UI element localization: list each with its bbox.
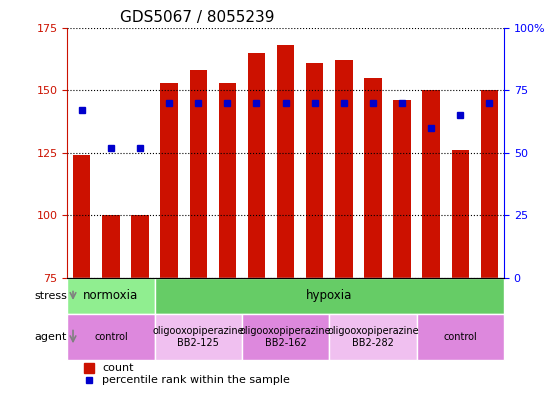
Bar (393, 100, 411, 278)
Text: oligooxopiperazine
BB2-125: oligooxopiperazine BB2-125 (152, 326, 244, 348)
Text: control: control (94, 332, 128, 342)
FancyBboxPatch shape (67, 314, 155, 360)
Bar (306, 62, 324, 278)
Text: oligooxopiperazine
BB2-282: oligooxopiperazine BB2-282 (327, 326, 419, 348)
Text: oligooxopiperazine
BB2-162: oligooxopiperazine BB2-162 (240, 326, 332, 348)
Bar (364, 77, 382, 278)
Text: hypoxia: hypoxia (306, 289, 352, 302)
Text: GDS5067 / 8055239: GDS5067 / 8055239 (120, 10, 274, 25)
Text: percentile rank within the sample: percentile rank within the sample (102, 375, 290, 385)
FancyBboxPatch shape (67, 278, 155, 314)
Bar (218, 83, 236, 278)
Bar (277, 45, 295, 278)
FancyBboxPatch shape (417, 314, 504, 360)
Bar (451, 150, 469, 278)
Bar (248, 53, 265, 278)
Text: stress: stress (34, 291, 67, 301)
Text: count: count (102, 363, 134, 373)
Text: control: control (444, 332, 477, 342)
Bar (335, 60, 353, 278)
Bar (189, 70, 207, 278)
Bar (102, 215, 120, 278)
FancyBboxPatch shape (155, 314, 242, 360)
Bar (480, 90, 498, 278)
FancyBboxPatch shape (242, 314, 329, 360)
Bar (160, 83, 178, 278)
FancyBboxPatch shape (329, 314, 417, 360)
FancyBboxPatch shape (155, 278, 504, 314)
Bar (131, 215, 149, 278)
Bar (422, 90, 440, 278)
Text: agent: agent (35, 332, 67, 342)
Text: normoxia: normoxia (83, 289, 138, 302)
Bar (73, 155, 91, 278)
